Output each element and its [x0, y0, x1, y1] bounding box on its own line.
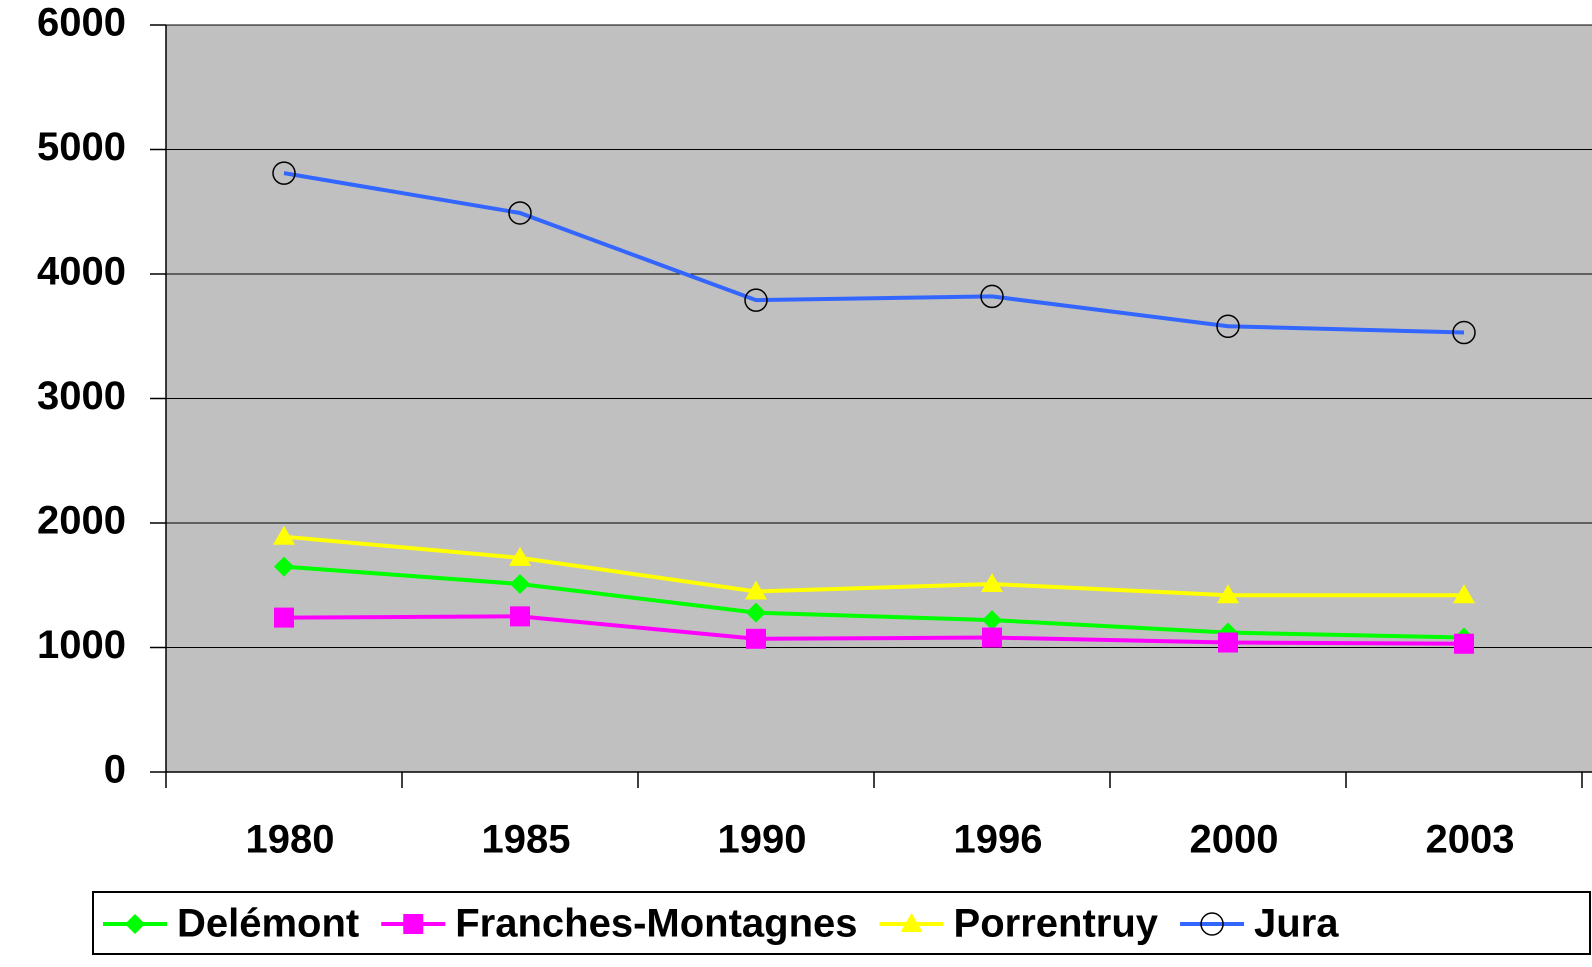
- x-tick-label: 1980: [246, 818, 335, 862]
- marker: [900, 913, 923, 932]
- marker: [744, 288, 768, 312]
- series-line: [283, 171, 1465, 335]
- marker: [1452, 320, 1476, 345]
- marker: [981, 573, 1003, 593]
- marker: [982, 627, 1002, 648]
- marker: [982, 610, 1002, 631]
- marker: [1200, 912, 1224, 936]
- marker: [980, 284, 1004, 309]
- marker: [746, 628, 766, 649]
- legend-label: Franches-Montagnes: [455, 902, 857, 946]
- marker: [1454, 633, 1474, 654]
- marker: [510, 606, 530, 627]
- marker: [745, 580, 767, 600]
- marker: [509, 546, 531, 566]
- legend-label: Porrentruy: [954, 902, 1159, 946]
- y-tick-label: 0: [104, 748, 126, 792]
- legend-label: Jura: [1254, 902, 1339, 946]
- y-tick-label: 4000: [37, 250, 126, 294]
- legend-box: [92, 891, 1591, 955]
- x-tick-label: 1985: [482, 818, 571, 862]
- marker: [508, 201, 532, 225]
- marker: [272, 161, 296, 185]
- x-tick-label: 1996: [954, 818, 1043, 862]
- marker: [1218, 632, 1238, 653]
- y-tick-label: 6000: [37, 1, 126, 45]
- series-line: [283, 534, 1464, 598]
- y-tick-label: 1000: [37, 623, 126, 667]
- x-tick-label: 2000: [1190, 818, 1279, 862]
- marker: [1453, 584, 1475, 604]
- marker: [746, 602, 766, 623]
- legend-label: Delémont: [177, 902, 359, 946]
- y-tick-label: 2000: [37, 499, 126, 543]
- marker: [274, 556, 294, 577]
- y-tick-label: 3000: [37, 374, 126, 418]
- marker: [125, 914, 145, 934]
- marker: [274, 607, 294, 628]
- marker: [273, 525, 295, 545]
- series-line: [283, 614, 1465, 646]
- marker: [403, 914, 424, 934]
- x-tick-label: 1990: [718, 818, 807, 862]
- y-tick-label: 5000: [37, 125, 126, 169]
- x-tick-label: 2003: [1426, 818, 1515, 862]
- series-line: [283, 564, 1465, 640]
- marker: [510, 574, 530, 595]
- marker: [1216, 314, 1240, 339]
- marker: [1217, 584, 1239, 604]
